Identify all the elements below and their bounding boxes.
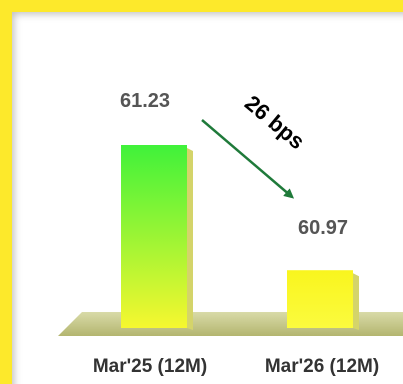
category-label-mar26: Mar'26 (12M) <box>265 356 379 377</box>
data-label-mar26: 60.97 <box>298 217 348 239</box>
data-label-mar25: 61.23 <box>120 90 170 112</box>
decline-arrow <box>201 119 295 199</box>
bar-mar26 <box>287 270 353 328</box>
bar-shadow-mar25 <box>187 148 193 330</box>
bar-mar25 <box>121 145 187 328</box>
change-annotation: 26 bps <box>240 90 309 154</box>
category-label-mar25: Mar'25 (12M) <box>93 356 207 377</box>
bar-shadow-mar26 <box>353 273 359 330</box>
